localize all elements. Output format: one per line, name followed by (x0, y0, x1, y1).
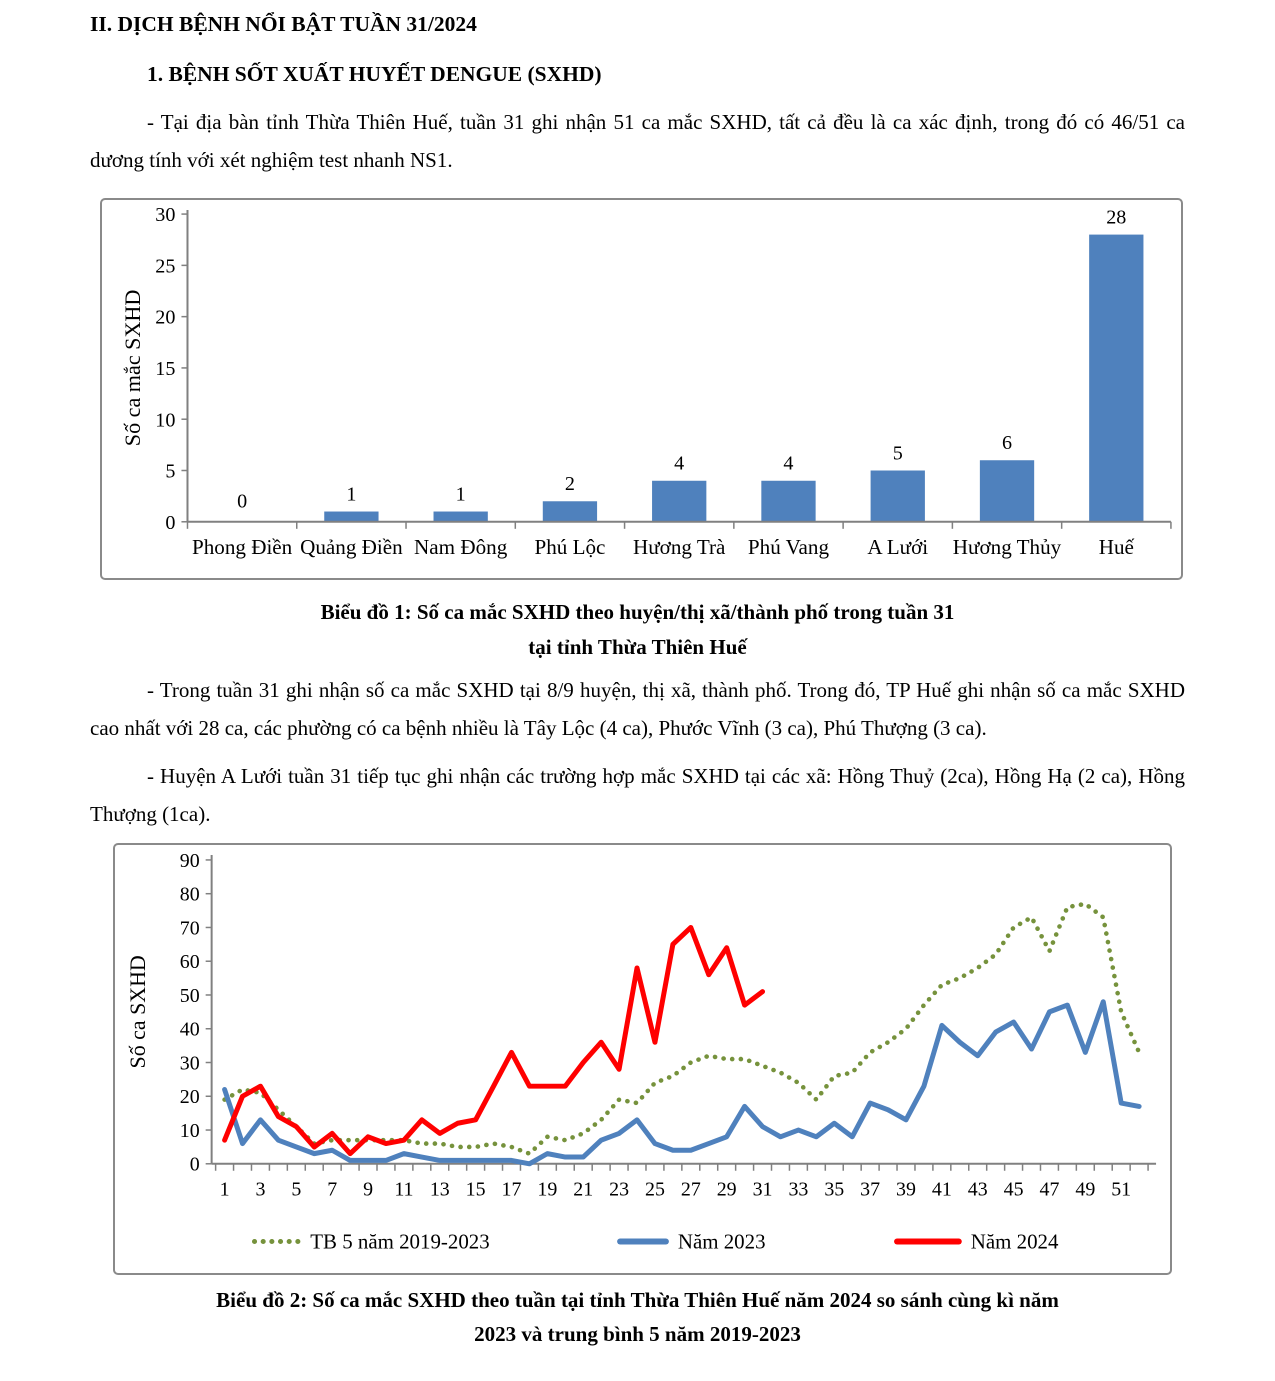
paragraph-week31-summary: - Tại địa bàn tỉnh Thừa Thiên Huế, tuần … (90, 110, 1185, 172)
x-category-label-huong-tra: Hương Trà (633, 535, 726, 559)
y-tick-label: 40 (180, 1019, 200, 1041)
chart2-caption-line2: 2023 và trung bình 5 năm 2019-2023 (474, 1322, 801, 1347)
x-tick-label-week-41: 41 (932, 1179, 952, 1201)
x-tick-label-week-43: 43 (968, 1179, 988, 1201)
y-tick-label: 50 (180, 985, 200, 1007)
x-tick-label-week-25: 25 (645, 1179, 665, 1201)
y-tick-label: 90 (180, 850, 200, 872)
paragraph-hue-detail: - Trong tuần 31 ghi nhận số ca mắc SXHD … (90, 678, 1185, 741)
y-tick-label: 80 (180, 884, 200, 906)
y-tick-label: 20 (155, 307, 175, 329)
chart1-caption-line1: Biểu đồ 1: Số ca mắc SXHD theo huyện/thị… (320, 600, 955, 625)
x-category-label-phong-dien: Phong Điền (192, 535, 293, 559)
bar-value-label-quang-dien: 1 (346, 483, 356, 505)
bar-value-label-a-luoi: 5 (893, 442, 903, 464)
x-tick-label-week-23: 23 (609, 1179, 629, 1201)
bar-value-label-phu-vang: 4 (783, 453, 793, 475)
line-series-nam-2024 (222, 925, 766, 1157)
x-tick-label-week-11: 11 (394, 1179, 413, 1201)
bar-value-label-phu-loc: 2 (565, 473, 575, 495)
y-tick-label: 0 (190, 1154, 200, 1176)
x-tick-label-week-39: 39 (896, 1179, 916, 1201)
bar-value-label-phong-dien: 0 (237, 491, 247, 513)
y-tick-label: 10 (180, 1120, 200, 1142)
bar-value-label-huong-thuy: 6 (1002, 432, 1012, 454)
bar-value-label-nam-dong: 1 (456, 483, 466, 505)
y-tick-label: 30 (155, 204, 175, 226)
x-category-label-nam-dong: Nam Đông (414, 535, 508, 559)
chart2-caption: Biểu đồ 2: Số ca mắc SXHD theo tuần tại … (90, 1283, 1185, 1351)
x-category-label-phu-loc: Phú Lộc (534, 535, 605, 559)
x-tick-label-week-33: 33 (788, 1179, 808, 1201)
bar-chart-cases-by-district: Số ca mắc SXHD 0 5 10 15 20 25 30 0 Phong Điền 1 Qu… (100, 198, 1183, 581)
chart1-caption: Biểu đồ 1: Số ca mắc SXHD theo huyện/thị… (90, 595, 1185, 665)
document-page: II. DỊCH BỆNH NỔI BẬT TUẦN 31/2024 1. BỆ… (0, 10, 1275, 1381)
line-series-nam-2023 (222, 999, 1142, 1167)
legend-item-nam-2024: Năm 2024 (894, 1230, 1059, 1254)
bar-phu-loc (542, 501, 598, 522)
bar-huong-thuy (979, 460, 1035, 522)
x-tick-label-week-5: 5 (291, 1179, 301, 1201)
y-tick-label: 15 (155, 358, 175, 380)
x-tick-label-week-21: 21 (573, 1179, 593, 1201)
x-tick-label-week-7: 7 (327, 1179, 337, 1201)
subsection-heading: 1. BỆNH SỐT XUẤT HUYẾT DENGUE (SXHD) (147, 62, 602, 86)
x-tick-label-week-31: 31 (753, 1179, 773, 1201)
y-tick-label: 10 (155, 409, 175, 431)
y-tick-label: 0 (165, 512, 175, 534)
x-tick-label-week-35: 35 (824, 1179, 844, 1201)
bar-hue (1089, 234, 1144, 522)
x-tick-label-week-37: 37 (860, 1179, 880, 1201)
bar-huong-tra (652, 480, 707, 522)
x-category-label-quang-dien: Quảng Điền (300, 535, 403, 559)
x-tick-label-week-45: 45 (1004, 1179, 1024, 1201)
legend-item-nam-2023: Năm 2023 (617, 1230, 766, 1254)
bar-quang-dien (324, 511, 379, 522)
bar-phu-vang (761, 480, 816, 522)
line-chart-weekly-trend: Số ca SXHD 0 10 20 30 40 50 60 70 80 90 1 3 5 7 9 11 13 15… (113, 843, 1172, 1276)
line-series-tb-5-nam-2019-2023 (222, 901, 1142, 1157)
x-tick-label-week-49: 49 (1075, 1179, 1095, 1201)
bar-value-label-huong-tra: 4 (674, 453, 684, 475)
x-tick-label-week-51: 51 (1111, 1179, 1131, 1201)
x-tick-label-week-9: 9 (363, 1179, 373, 1201)
x-tick-label-week-15: 15 (466, 1179, 486, 1201)
x-tick-label-week-17: 17 (502, 1179, 522, 1201)
x-category-label-a-luoi: A Lưới (867, 535, 928, 559)
x-tick-label-week-19: 19 (537, 1179, 557, 1201)
x-tick-label-week-13: 13 (430, 1179, 450, 1201)
y-axis-title: Số ca mắc SXHD (120, 290, 145, 447)
bar-nam-dong (433, 511, 488, 522)
chart1-caption-line2: tại tỉnh Thừa Thiên Huế (528, 635, 747, 660)
legend-label-tb-5-nam-2019-2023: TB 5 năm 2019-2023 (310, 1230, 489, 1254)
legend-item-tb-5-nam-2019-2023: TB 5 năm 2019-2023 (251, 1230, 490, 1254)
y-tick-label: 5 (165, 461, 175, 483)
legend-label-nam-2023: Năm 2023 (678, 1230, 766, 1254)
y-tick-label: 30 (180, 1053, 200, 1075)
y-tick-label: 25 (155, 255, 175, 277)
paragraph-aluoi-detail: - Huyện A Lưới tuần 31 tiếp tục ghi nhận… (90, 764, 1185, 827)
x-tick-label-week-27: 27 (681, 1179, 701, 1201)
y-axis-title: Số ca SXHD (125, 955, 150, 1068)
chart2-caption-line1: Biểu đồ 2: Số ca mắc SXHD theo tuần tại … (216, 1288, 1059, 1313)
x-tick-label-week-1: 1 (220, 1179, 230, 1201)
y-tick-label: 60 (180, 951, 200, 973)
x-category-label-hue: Huế (1099, 535, 1135, 559)
x-category-label-huong-thuy: Hương Thủy (953, 535, 1062, 559)
bar-a-luoi (870, 470, 925, 522)
legend-label-nam-2024: Năm 2024 (971, 1230, 1059, 1254)
y-tick-label: 70 (180, 918, 200, 940)
y-tick-label: 20 (180, 1086, 200, 1108)
bar-value-label-hue: 28 (1106, 207, 1126, 229)
x-tick-label-week-47: 47 (1040, 1179, 1060, 1201)
x-tick-label-week-3: 3 (255, 1179, 265, 1201)
section-heading: II. DỊCH BỆNH NỔI BẬT TUẦN 31/2024 (90, 12, 477, 36)
x-tick-label-week-29: 29 (717, 1179, 737, 1201)
x-category-label-phu-vang: Phú Vang (748, 535, 830, 559)
